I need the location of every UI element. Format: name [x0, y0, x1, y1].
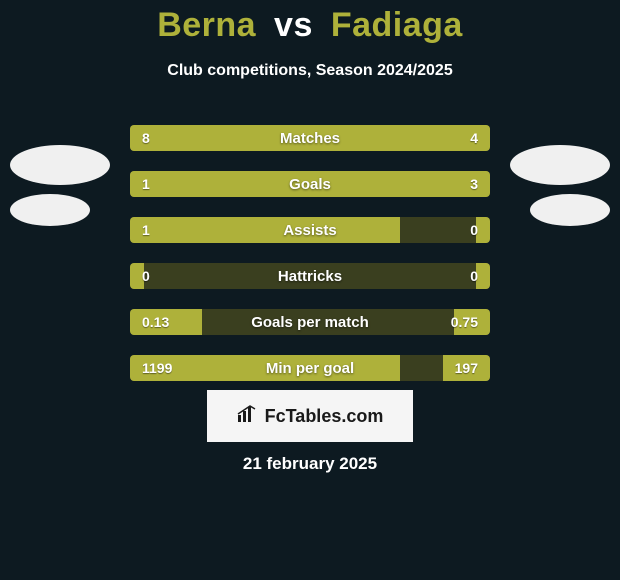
stat-bar-left	[130, 125, 370, 151]
stat-value-left: 0	[130, 263, 162, 289]
stat-rows: 84Matches13Goals10Assists00Hattricks0.13…	[130, 125, 490, 401]
brand-badge: FcTables.com	[207, 390, 413, 442]
stat-value-right: 197	[443, 355, 490, 381]
comparison-card: Berna vs Fadiaga Club competitions, Seas…	[0, 0, 620, 580]
footer-date: 21 february 2025	[0, 454, 620, 474]
stat-row: 0 0Hattricks	[130, 263, 490, 289]
page-title: Berna vs Fadiaga	[0, 6, 620, 45]
stat-value-left: 0.13	[130, 309, 181, 335]
stat-row: 1199197Min per goal	[130, 355, 490, 381]
stat-row: 13Goals	[130, 171, 490, 197]
stat-bar-right	[220, 171, 490, 197]
stat-label: Hattricks	[130, 263, 490, 289]
stat-row: 84Matches	[130, 125, 490, 151]
stat-value-left: 1	[130, 171, 162, 197]
player1-avatar	[10, 145, 110, 185]
stat-value-right: 0.75	[439, 309, 490, 335]
stat-row: 0.130.75Goals per match	[130, 309, 490, 335]
subtitle: Club competitions, Season 2024/2025	[0, 62, 620, 80]
stat-value-right: 0	[458, 263, 490, 289]
player2-club-avatar	[530, 194, 610, 226]
player2-name: Fadiaga	[331, 6, 463, 44]
stat-value-left: 8	[130, 125, 162, 151]
brand-text: FcTables.com	[265, 406, 384, 427]
stat-value-left: 1199	[130, 355, 184, 381]
player1-name: Berna	[157, 6, 256, 44]
vs-label: vs	[274, 6, 313, 44]
stat-value-right: 3	[458, 171, 490, 197]
stat-value-right: 4	[458, 125, 490, 151]
player1-club-avatar	[10, 194, 90, 226]
stat-row: 10Assists	[130, 217, 490, 243]
stat-bar-left	[130, 217, 400, 243]
brand-chart-icon	[237, 405, 265, 428]
stat-value-left: 1	[130, 217, 162, 243]
player2-avatar	[510, 145, 610, 185]
stat-value-right: 0	[458, 217, 490, 243]
